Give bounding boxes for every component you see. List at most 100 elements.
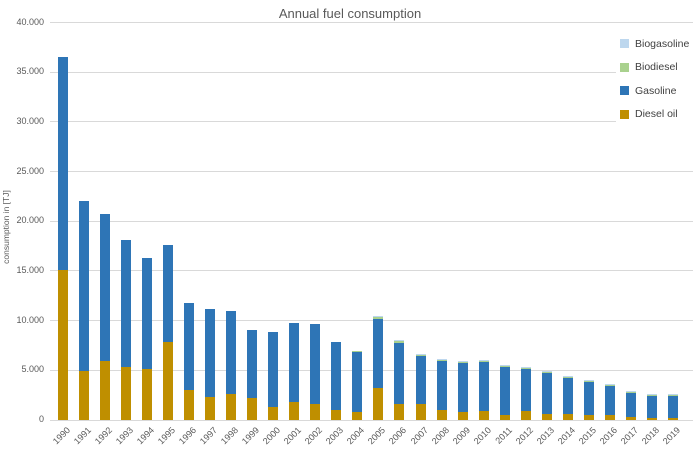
segment-gasoline: [205, 309, 216, 397]
segment-gasoline: [604, 385, 615, 415]
segment-diesel-oil: [394, 404, 405, 420]
gridline: [50, 369, 693, 371]
segment-biogasoline: [604, 384, 615, 386]
segment-diesel-oil: [352, 411, 363, 420]
segment-diesel-oil: [79, 370, 90, 420]
chart-title: Annual fuel consumption: [278, 6, 422, 21]
bar-2007: [415, 22, 426, 420]
y-axis-title: consumption in [TJ]: [1, 190, 11, 264]
segment-biogasoline: [625, 390, 636, 392]
y-tick-label: 15.000: [16, 264, 44, 275]
segment-gasoline: [226, 311, 237, 394]
segment-gasoline: [478, 361, 489, 412]
segment-diesel-oil: [142, 368, 153, 420]
segment-diesel-oil: [457, 411, 468, 420]
segment-diesel-oil: [583, 415, 594, 420]
segment-diesel-oil: [121, 366, 132, 420]
bar-1992: [100, 22, 111, 420]
segment-gasoline: [331, 342, 342, 411]
segment-diesel-oil: [100, 360, 111, 420]
segment-biogasoline: [499, 364, 510, 367]
segment-gasoline: [541, 372, 552, 415]
bar-2011: [499, 22, 510, 420]
segment-diesel-oil: [604, 414, 615, 420]
segment-diesel-oil: [58, 270, 68, 420]
segment-biodiesel: [478, 360, 489, 362]
bar-2008: [436, 22, 447, 420]
y-tick-label: 35.000: [16, 66, 44, 77]
segment-diesel-oil: [163, 342, 174, 420]
segment-diesel-oil: [184, 389, 195, 420]
gridline: [50, 171, 693, 173]
segment-gasoline: [142, 257, 153, 369]
segment-gasoline: [625, 392, 636, 418]
gridline: [50, 22, 693, 23]
bar-2015: [583, 22, 594, 420]
y-tick-label: 25.000: [16, 165, 44, 176]
segment-gasoline: [100, 213, 111, 361]
segment-gasoline: [310, 323, 321, 405]
bar-2005: [373, 22, 384, 420]
bar-2001: [289, 22, 300, 420]
y-tick-label: 20.000: [16, 215, 44, 226]
bar-1991: [79, 22, 90, 420]
bar-2002: [310, 22, 321, 420]
bar-1999: [247, 22, 258, 420]
segment-gasoline: [289, 323, 300, 403]
legend-swatch-icon: [620, 39, 629, 49]
segment-diesel-oil: [541, 414, 552, 420]
segment-gasoline: [352, 351, 363, 412]
bar-1994: [142, 22, 153, 420]
gridline: [50, 270, 693, 272]
segment-gasoline: [457, 362, 468, 412]
segment-gasoline: [184, 303, 195, 390]
bar-2018: [646, 22, 657, 420]
bar-2010: [478, 22, 489, 420]
legend-label: Gasoline: [635, 84, 677, 97]
x-axis-line: [50, 419, 693, 421]
bar-2004: [352, 22, 363, 420]
legend-swatch-icon: [620, 109, 629, 119]
gridline: [50, 121, 693, 123]
segment-biogasoline: [520, 366, 531, 368]
gridline: [50, 220, 693, 222]
bar-2017: [625, 22, 636, 420]
segment-biodiesel: [415, 354, 426, 357]
segment-gasoline: [58, 56, 68, 271]
plot-area: [50, 22, 693, 421]
bar-2009: [457, 22, 468, 420]
bar-1997: [205, 22, 216, 420]
segment-gasoline: [562, 377, 573, 414]
y-tick-label: 40.000: [16, 16, 44, 27]
gridline: [50, 71, 693, 73]
bar-1993: [121, 22, 132, 420]
bar-2006: [394, 22, 405, 420]
bar-2013: [541, 22, 552, 420]
segment-gasoline: [646, 395, 657, 419]
bar-2014: [562, 22, 573, 420]
legend-item-gasoline: Gasoline: [620, 79, 698, 103]
y-tick-label: 5.000: [21, 364, 44, 375]
y-tick-label: 30.000: [16, 115, 44, 126]
y-tick-label: 0: [38, 414, 44, 424]
legend-label: Biogasoline: [635, 37, 690, 50]
bar-2012: [520, 22, 531, 420]
segment-biogasoline: [457, 360, 468, 362]
y-tick-label: 10.000: [16, 314, 44, 325]
segment-biogasoline: [646, 393, 657, 395]
bar-2019: [667, 22, 678, 420]
segment-gasoline: [415, 356, 426, 405]
segment-biodiesel: [520, 367, 531, 369]
legend-swatch-icon: [620, 86, 629, 96]
segment-diesel-oil: [247, 397, 258, 420]
segment-biogasoline: [478, 359, 489, 361]
segment-diesel-oil: [562, 413, 573, 420]
legend-label: Biodiesel: [635, 61, 678, 74]
segment-diesel-oil: [268, 406, 279, 420]
bar-1990: [58, 22, 68, 420]
segment-biogasoline: [541, 371, 552, 373]
segment-diesel-oil: [478, 411, 489, 420]
bar-2000: [268, 22, 279, 420]
segment-diesel-oil: [331, 410, 342, 420]
